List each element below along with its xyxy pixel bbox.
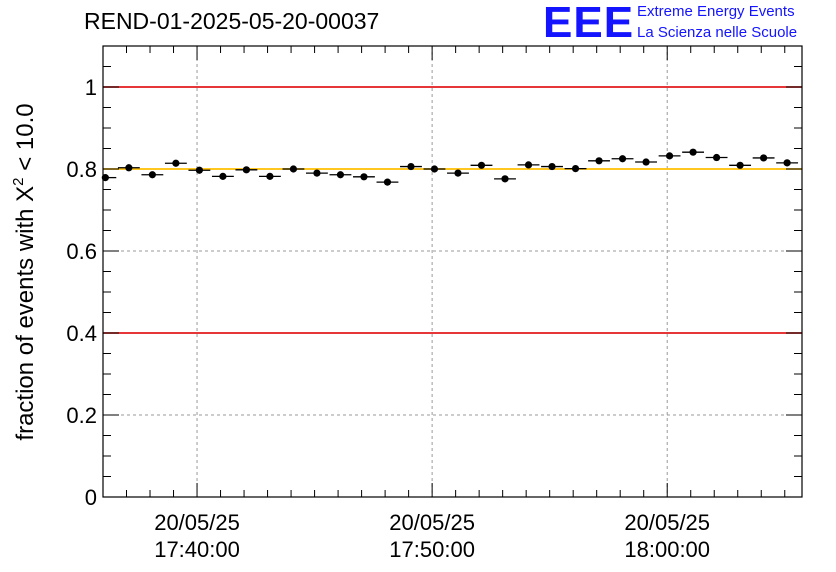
data-point-group xyxy=(470,161,493,169)
data-point-group xyxy=(658,152,681,160)
data-point xyxy=(313,169,321,177)
data-point-group xyxy=(564,164,587,173)
data-point-group xyxy=(682,148,705,156)
y-tick-label: 0 xyxy=(85,485,97,510)
y-axis-label-exponent: 2 xyxy=(10,177,27,185)
logo-line-2: La Scienza nelle Scuole xyxy=(637,24,798,41)
data-point xyxy=(571,164,580,173)
data-point-group xyxy=(705,153,728,162)
y-tick-label: 0.4 xyxy=(66,321,97,346)
axes: 00.20.40.60.8120/05/2517:40:0020/05/2517… xyxy=(66,45,802,562)
data-point xyxy=(501,175,509,183)
data-point xyxy=(760,154,768,162)
plot-frame xyxy=(102,45,803,498)
data-point-group xyxy=(235,166,258,174)
data-point-group xyxy=(588,157,610,165)
x-tick-date-label: 20/05/25 xyxy=(154,510,240,535)
grid-layer xyxy=(103,46,802,497)
eee-logo-mark: EEE xyxy=(543,0,635,47)
data-point-group xyxy=(211,172,234,180)
data-point-group xyxy=(752,154,775,162)
data-point xyxy=(524,161,533,169)
data-point-group xyxy=(353,173,375,181)
y-tick-label: 0.2 xyxy=(66,403,97,428)
data-point-group xyxy=(164,159,187,167)
data-point xyxy=(477,161,486,169)
data-point xyxy=(783,159,791,167)
data-point-group xyxy=(776,159,799,167)
data-point xyxy=(454,169,462,177)
y-axis-label-suffix: < 10.0 xyxy=(12,103,39,177)
data-point-group xyxy=(611,155,634,163)
data-point xyxy=(172,159,180,167)
data-point xyxy=(618,155,627,163)
data-point xyxy=(430,165,439,173)
data-point-group xyxy=(376,178,399,186)
data-point xyxy=(125,164,133,172)
data-point xyxy=(642,158,650,166)
x-tick-time-label: 17:40:00 xyxy=(154,537,240,562)
data-point-group xyxy=(517,161,540,169)
data-point-group xyxy=(188,166,211,174)
data-point-group xyxy=(635,158,657,166)
data-point-group xyxy=(282,165,305,173)
data-point xyxy=(266,172,274,180)
data-point-group xyxy=(305,169,328,177)
data-point-group xyxy=(258,172,281,180)
x-tick-date-label: 20/05/25 xyxy=(624,510,710,535)
data-point xyxy=(242,166,251,174)
data-point xyxy=(712,153,721,162)
data-point-group xyxy=(541,162,563,171)
data-point-group xyxy=(117,164,140,172)
data-point xyxy=(383,178,392,186)
x-tick-date-label: 20/05/25 xyxy=(389,510,475,535)
data-point xyxy=(195,166,203,174)
logo-line-1: Extreme Energy Events xyxy=(637,3,795,20)
data-point-group xyxy=(494,175,516,183)
chart-title: REND-01-2025-05-20-00037 xyxy=(84,8,380,34)
data-point-group xyxy=(141,171,164,179)
data-point-group xyxy=(101,174,117,182)
y-axis-label-symbol: X xyxy=(12,186,39,202)
x-tick-time-label: 17:50:00 xyxy=(389,537,475,562)
data-point xyxy=(689,148,697,156)
data-point xyxy=(736,161,744,169)
y-tick-label: 0.8 xyxy=(66,157,97,182)
x-tick-time-label: 18:00:00 xyxy=(624,537,710,562)
data-point xyxy=(407,162,415,171)
y-axis-label: fraction of events with X2 < 10.0 xyxy=(10,103,39,440)
data-point-group xyxy=(400,162,422,171)
data-point xyxy=(665,152,674,160)
data-point xyxy=(595,157,603,165)
data-point-group xyxy=(729,161,752,169)
data-point xyxy=(336,171,345,179)
y-tick-label: 0.6 xyxy=(66,239,97,264)
reference-lines xyxy=(103,86,802,334)
data-point xyxy=(148,171,156,179)
data-point-group xyxy=(329,171,352,179)
data-point xyxy=(548,162,556,171)
data-point-group xyxy=(423,165,446,173)
data-point xyxy=(360,173,368,181)
data-point-group xyxy=(447,169,469,177)
data-point xyxy=(289,165,298,173)
y-axis-label-prefix: fraction of events with xyxy=(12,202,39,441)
y-tick-label: 1 xyxy=(85,75,97,100)
data-point xyxy=(219,172,227,180)
data-points xyxy=(101,148,799,186)
